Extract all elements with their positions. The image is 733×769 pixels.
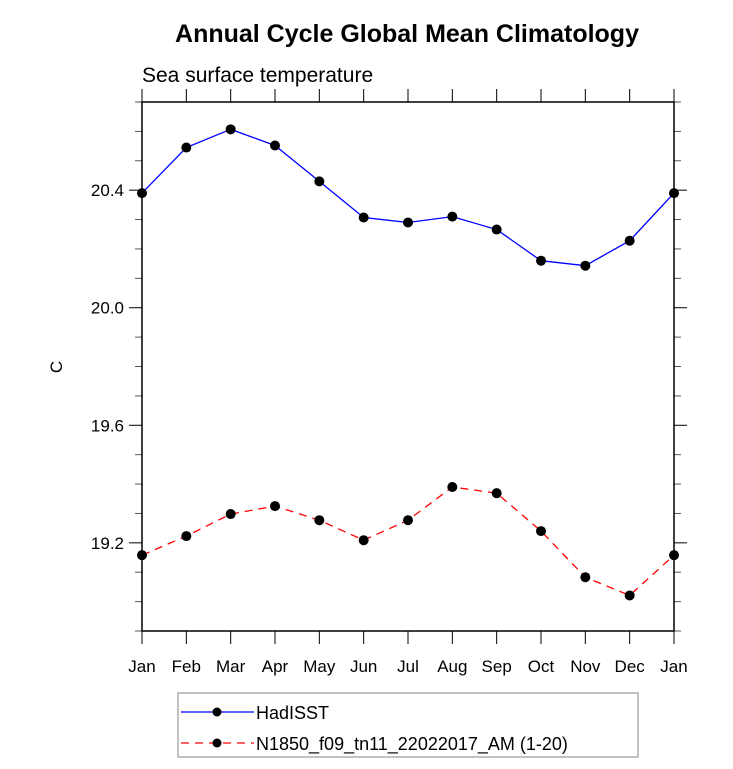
data-point bbox=[403, 515, 413, 526]
y-tick-label: 19.2 bbox=[91, 534, 124, 553]
legend-item-model: N1850_f09_tn11_22022017_AM (1-20) bbox=[181, 734, 568, 755]
x-tick-label: Aug bbox=[437, 657, 467, 676]
x-tick-label: Feb bbox=[172, 657, 201, 676]
data-point bbox=[447, 211, 458, 222]
data-point bbox=[580, 260, 591, 271]
series-hadisst bbox=[137, 124, 679, 271]
legend-item-hadisst: HadISST bbox=[181, 703, 329, 723]
data-point bbox=[491, 488, 502, 499]
data-point bbox=[358, 535, 369, 546]
data-point bbox=[181, 142, 192, 153]
x-tick-label: Jan bbox=[128, 657, 155, 676]
data-point bbox=[358, 212, 369, 223]
x-tick-label: Jul bbox=[397, 657, 419, 676]
x-tick-label: May bbox=[303, 657, 336, 676]
legend-label-model: N1850_f09_tn11_22022017_AM (1-20) bbox=[256, 734, 568, 755]
x-tick-label: Jun bbox=[350, 657, 377, 676]
data-point bbox=[314, 176, 325, 187]
data-point bbox=[624, 590, 635, 601]
data-point bbox=[181, 531, 192, 542]
data-point bbox=[270, 140, 280, 151]
legend: HadISST N1850_f09_tn11_22022017_AM (1-20… bbox=[177, 692, 639, 758]
x-tick-label: Mar bbox=[216, 657, 246, 676]
y-tick-labels: 19.2 19.6 20.0 20.4 bbox=[91, 181, 124, 553]
axis-ticks bbox=[129, 89, 687, 644]
x-tick-label: Sep bbox=[482, 657, 512, 676]
legend-marker-hadisst bbox=[212, 707, 222, 717]
data-point bbox=[270, 501, 280, 512]
data-point bbox=[403, 217, 413, 228]
data-point bbox=[314, 515, 325, 526]
legend-label-hadisst: HadISST bbox=[256, 703, 329, 723]
y-tick-label: 20.4 bbox=[91, 181, 124, 200]
y-axis-label: C bbox=[47, 361, 66, 373]
data-point bbox=[624, 235, 635, 246]
legend-marker-model bbox=[212, 738, 222, 748]
data-point bbox=[225, 509, 236, 520]
chart-title: Annual Cycle Global Mean Climatology bbox=[175, 20, 639, 48]
series-line bbox=[141, 128, 675, 267]
x-tick-labels: Jan Feb Mar Apr May Jun Jul Aug Sep Oct Nov Dec Jan bbox=[128, 657, 687, 676]
series-model bbox=[137, 481, 679, 601]
chart-subtitle: Sea surface temperature bbox=[142, 64, 373, 87]
x-tick-label: Nov bbox=[570, 657, 601, 676]
x-tick-label: Dec bbox=[615, 657, 646, 676]
x-tick-label: Jan bbox=[660, 657, 687, 676]
data-point bbox=[536, 526, 546, 537]
plot-frame bbox=[141, 101, 675, 632]
y-tick-label: 20.0 bbox=[91, 299, 124, 318]
series-line bbox=[141, 486, 675, 597]
x-tick-label: Apr bbox=[262, 657, 289, 676]
series-layer bbox=[137, 124, 679, 601]
legend-box bbox=[177, 692, 639, 758]
data-point bbox=[580, 572, 591, 583]
x-tick-label: Oct bbox=[528, 657, 555, 676]
data-point bbox=[536, 255, 546, 266]
data-point bbox=[447, 481, 458, 492]
data-point bbox=[491, 224, 502, 235]
data-point bbox=[225, 124, 236, 135]
y-tick-label: 19.6 bbox=[91, 416, 124, 435]
